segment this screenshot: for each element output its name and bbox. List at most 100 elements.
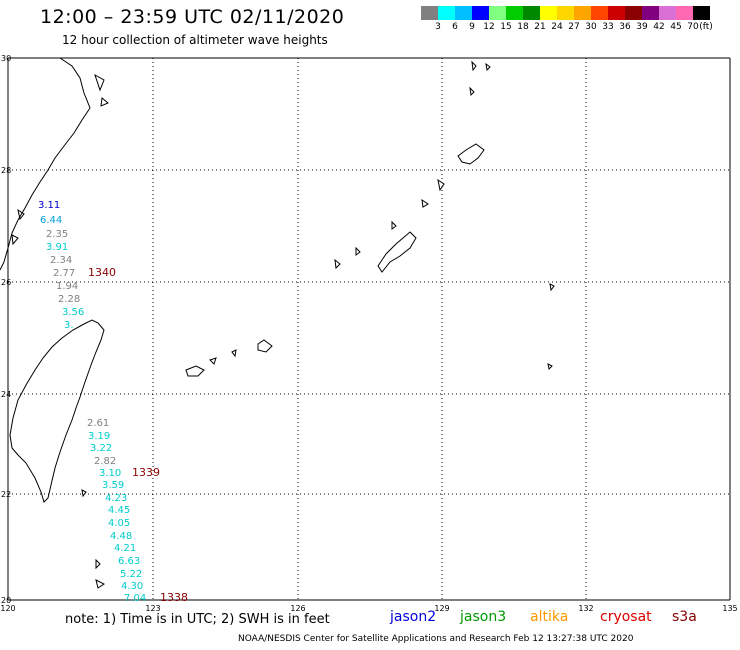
wave-height-value: 3.19 [88, 431, 110, 442]
scale-label: 24 [551, 22, 563, 32]
scale-swatch [676, 6, 693, 20]
scale-swatch [557, 6, 574, 20]
lat-lon-grid [7, 57, 731, 601]
pass-time: 1338 [160, 591, 188, 604]
color-scale-swatches [421, 6, 727, 20]
china-coastline-islands [11, 73, 109, 246]
island-miyako [257, 339, 273, 353]
map-title: 12:00 – 23:59 UTC 02/11/2020 [40, 6, 345, 28]
scale-label: 42 [653, 22, 665, 32]
scale-label: 21 [534, 22, 546, 32]
island-batanes [95, 558, 105, 589]
china-coastline [0, 57, 91, 271]
latitude-label: 30 [1, 54, 11, 63]
scale-label: (ft) [699, 22, 713, 32]
scale-label: 45 [670, 22, 682, 32]
scale-swatch [506, 6, 523, 20]
longitude-label: 120 [0, 604, 15, 613]
wave-height-value: 3.91 [46, 242, 68, 253]
latitude-label: 22 [1, 490, 11, 499]
island-amami [457, 143, 485, 165]
latitude-label: 20 [1, 596, 11, 605]
pass-time: 1340 [88, 266, 116, 279]
wave-height-value: 4.21 [114, 543, 136, 554]
scale-swatch [659, 6, 676, 20]
scale-swatch [642, 6, 659, 20]
scale-swatch [421, 6, 438, 20]
scale-label: 33 [602, 22, 614, 32]
island-kyushu-south [469, 60, 491, 97]
wave-height-value: 4.23 [105, 493, 127, 504]
scale-swatch [523, 6, 540, 20]
scale-label: 36 [619, 22, 631, 32]
wave-height-value: 3.22 [90, 443, 112, 454]
island-amami-small [421, 178, 445, 208]
legend-jason2-label: jason2 [390, 609, 437, 625]
wave-height-value: 6.44 [40, 215, 62, 226]
scale-swatch [574, 6, 591, 20]
wave-height-value: 3.59 [102, 480, 124, 491]
wave-height-value: 2.35 [46, 229, 68, 240]
longitude-label: 135 [722, 604, 737, 613]
pass-time-labels: 1340 1339 1338 [88, 266, 188, 604]
taiwan-coastline [9, 319, 105, 503]
scale-label: 3 [435, 22, 441, 32]
legend-s3a: s3a [672, 609, 697, 625]
wave-height-measurements: 3.11 6.44 2.35 3.91 2.34 2.77 1.94 2.28 3.56 3. 2.… [38, 200, 146, 604]
legend-altika: altika [530, 609, 568, 625]
latitude-label: 28 [1, 166, 11, 175]
island-green [81, 489, 87, 498]
scale-label: 12 [483, 22, 495, 32]
scale-swatch [455, 6, 472, 20]
wave-height-value: 4.45 [108, 505, 130, 516]
wave-height-value: 4.48 [110, 531, 132, 542]
coastlines [0, 57, 555, 589]
wave-height-value: 2.34 [50, 255, 72, 266]
scale-swatch [438, 6, 455, 20]
legend-cryosat-label: cryosat [600, 609, 652, 625]
wave-height-value: 3. [64, 320, 74, 331]
scale-swatch [625, 6, 642, 20]
legend-jason2: jason2 [390, 609, 436, 625]
wave-height-value: 1.94 [56, 281, 78, 292]
wave-height-value: 2.82 [94, 456, 116, 467]
latitude-label: 24 [1, 390, 11, 399]
scale-label: 30 [585, 22, 597, 32]
wave-height-value: 6.63 [118, 556, 140, 567]
scale-swatch [489, 6, 506, 20]
scale-label: 6 [452, 22, 458, 32]
wave-height-value: 7.04 [124, 593, 146, 604]
wave-height-value: 2.77 [53, 268, 75, 279]
island-daito [547, 283, 555, 371]
longitude-label: 126 [290, 604, 305, 613]
scale-swatch [693, 6, 710, 20]
scale-swatch [472, 6, 489, 20]
scale-swatch [608, 6, 625, 20]
legend-jason3-label: jason3 [460, 609, 507, 625]
island-okinawa [377, 231, 417, 273]
credit-line: NOAA/NESDIS Center for Satellite Applica… [238, 634, 634, 644]
wave-height-value: 5.22 [120, 569, 142, 580]
scale-swatch [540, 6, 557, 20]
longitude-label: 129 [434, 604, 449, 613]
wave-height-value: 4.30 [121, 581, 143, 592]
wave-height-value: 2.28 [58, 294, 80, 305]
scale-label: 27 [568, 22, 580, 32]
wave-height-value: 3.10 [99, 468, 121, 479]
longitude-label: 123 [145, 604, 160, 613]
footer-note: note: 1) Time is in UTC; 2) SWH is in fe… [65, 612, 330, 627]
color-scale-labels: 3 6 9 12 15 18 21 24 27 30 33 36 39 42 45 70 (ft) [421, 20, 727, 34]
island-yaeyama-small [209, 349, 237, 365]
scale-label: 15 [500, 22, 512, 32]
legend-s3a-label: s3a [672, 609, 697, 625]
map-subtitle: 12 hour collection of altimeter wave hei… [62, 33, 328, 47]
scale-label: 70 [687, 22, 699, 32]
wave-height-value: 4.05 [108, 518, 130, 529]
scale-swatch [591, 6, 608, 20]
wave-height-value: 3.11 [38, 200, 60, 211]
wave-height-color-scale: 3 6 9 12 15 18 21 24 27 30 33 36 39 42 45 70 (ft) [421, 6, 727, 36]
scale-label: 18 [517, 22, 529, 32]
legend-jason3: jason3 [460, 609, 506, 625]
